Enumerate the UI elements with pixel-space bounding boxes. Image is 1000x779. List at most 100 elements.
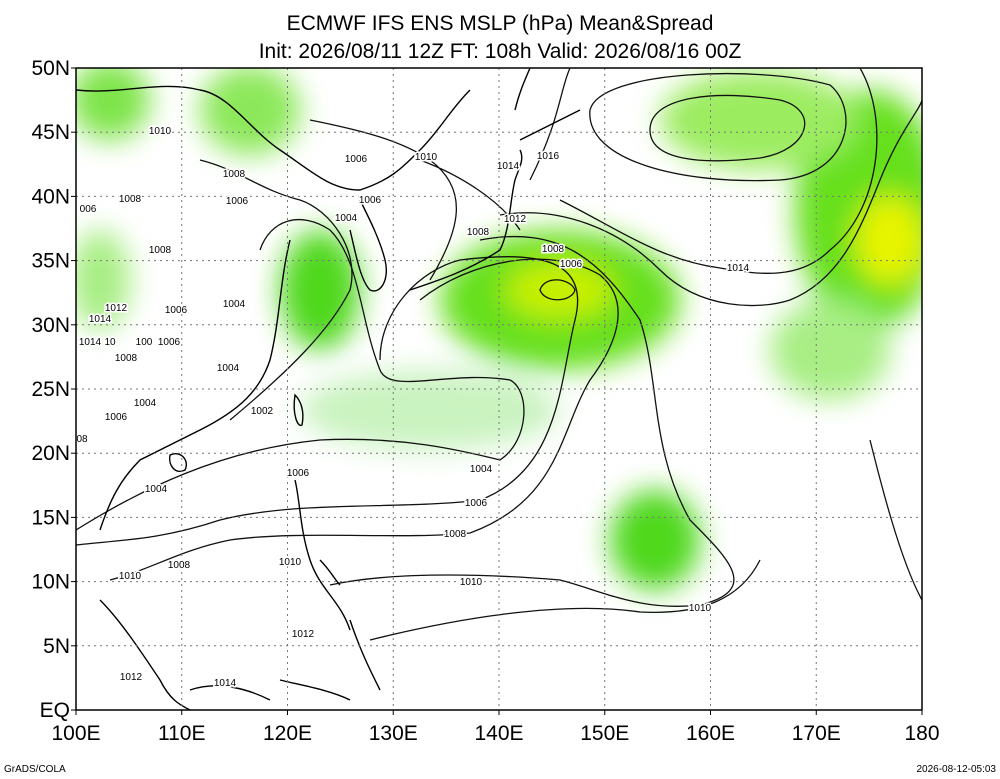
contour-label: 1006 — [287, 468, 310, 479]
contour-label: 1012 — [292, 629, 315, 640]
lat-label: 20N — [31, 442, 70, 465]
contour-label: 1010 — [279, 557, 302, 568]
spread-area — [280, 230, 360, 350]
lon-label: 130E — [369, 722, 418, 745]
lon-label: 170E — [792, 722, 841, 745]
contour-label: 1004 — [134, 398, 157, 409]
lat-label: 30N — [31, 314, 70, 337]
lat-label: 25N — [31, 378, 70, 401]
title: ECMWF IFS ENS MSLP (hPa) Mean&Spread — [287, 12, 714, 35]
contour-line — [589, 72, 847, 182]
contour-label: 1010 — [149, 126, 172, 137]
contour-label: 100 — [136, 337, 153, 348]
spread-area — [610, 490, 700, 590]
contour-label: 1008 — [119, 194, 142, 205]
lat-label: 50N — [31, 57, 70, 80]
contour-label: 08 — [76, 434, 88, 445]
lon-label: 110E — [158, 722, 206, 745]
lat-label: 5N — [43, 635, 70, 658]
contour-label: 1006 — [465, 498, 488, 509]
contour-line — [309, 119, 521, 281]
contour-label: 1010 — [415, 152, 438, 163]
contour-label: 1012 — [120, 672, 143, 683]
contour-label: 1010 — [689, 603, 712, 614]
contour-line — [529, 68, 878, 274]
contour-label: 1006 — [105, 412, 128, 423]
contour-label: 1012 — [504, 214, 527, 225]
lon-label: 150E — [580, 722, 629, 745]
contour-label: 1014 — [214, 678, 237, 689]
contour-label: 1006 — [345, 154, 368, 165]
lon-label: 160E — [686, 722, 735, 745]
footer-left: GrADS/COLA — [4, 764, 66, 775]
coastline — [514, 68, 581, 141]
coastline — [293, 393, 304, 427]
contour-line — [199, 159, 353, 421]
lon-label: 100E — [51, 722, 100, 745]
contour-label: 1014 — [497, 161, 520, 172]
coastline — [294, 479, 351, 631]
contour-label: 1008 — [467, 227, 490, 238]
contour-label: 1004 — [217, 363, 240, 374]
contour-line — [329, 235, 735, 607]
lat-label: 15N — [31, 506, 70, 529]
contour-label: 1006 — [560, 259, 583, 270]
contour-label: 1014 — [727, 263, 750, 274]
contour-label: 1008 — [542, 244, 565, 255]
contour-label: 1014 — [79, 337, 102, 348]
contour-label: 1004 — [470, 464, 493, 475]
contour-label: 1016 — [537, 151, 560, 162]
lat-label: 10N — [31, 571, 70, 594]
contour-label: 1010 — [119, 571, 142, 582]
contours — [76, 68, 922, 641]
coastline — [279, 619, 381, 701]
spread-area — [76, 68, 150, 140]
lon-label: 120E — [263, 722, 312, 745]
spread-area — [505, 260, 615, 320]
lon-label: 140E — [474, 722, 523, 745]
contour-label: 1008 — [168, 560, 191, 571]
contour-label: 1006 — [359, 195, 382, 206]
contour-label: 1006 — [158, 337, 181, 348]
contour-label: 1004 — [223, 299, 246, 310]
coastlines — [76, 68, 581, 710]
contour-label: 1002 — [251, 406, 274, 417]
spread-area — [200, 68, 300, 155]
contour-label: 006 — [80, 204, 97, 215]
contour-line — [76, 255, 579, 546]
spread-area — [300, 370, 560, 450]
contour-line — [499, 99, 922, 307]
contour-label: 10 — [104, 337, 116, 348]
contour-label: 1006 — [226, 196, 249, 207]
spread-area — [770, 300, 890, 400]
contour-label: 1004 — [145, 484, 168, 495]
coastline — [409, 149, 523, 291]
contour-line — [76, 219, 525, 531]
coastline — [76, 85, 471, 191]
spread-area — [76, 230, 130, 330]
contour-line — [369, 439, 922, 641]
coastline — [349, 199, 387, 292]
footer-right: 2026-08-12-05:03 — [916, 764, 996, 775]
lat-label: 45N — [31, 121, 70, 144]
contour-label: 1008 — [444, 529, 467, 540]
grid — [76, 68, 922, 710]
coastline — [168, 453, 187, 472]
coastline — [99, 239, 291, 531]
lat-label: 35N — [31, 250, 70, 273]
spread-area — [660, 70, 860, 170]
contour-line — [649, 94, 806, 162]
lat-label: 40N — [31, 185, 70, 208]
contour-label: 1008 — [149, 245, 172, 256]
contour-label: 1006 — [165, 305, 188, 316]
spread-shading — [76, 68, 922, 590]
lon-label: 180 — [904, 722, 939, 745]
contour-label: 1008 — [223, 169, 246, 180]
lat-label: EQ — [40, 699, 70, 722]
contour-line — [109, 258, 619, 581]
contour-line — [539, 279, 576, 301]
contour-label: 1004 — [335, 213, 358, 224]
